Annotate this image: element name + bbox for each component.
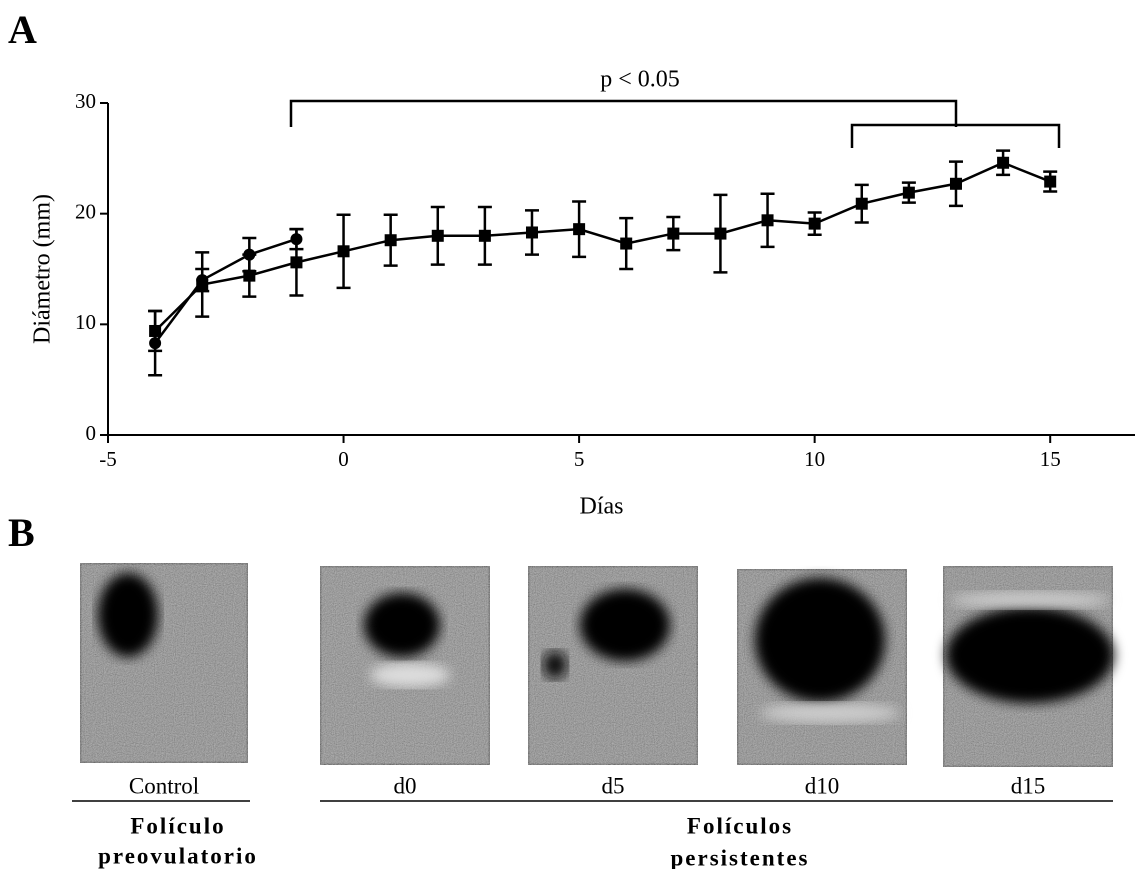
image-caption: Control	[129, 773, 199, 798]
group-label: Folículo	[130, 813, 225, 838]
marker	[149, 324, 162, 337]
panel-label: A	[8, 7, 37, 52]
marker	[667, 227, 680, 240]
marker	[902, 186, 915, 199]
x-tick-label: 5	[574, 447, 585, 471]
marker	[525, 226, 538, 239]
marker	[573, 223, 586, 236]
x-tick-label: -5	[99, 447, 117, 471]
marker	[384, 234, 397, 247]
x-tick-label: 10	[804, 447, 825, 471]
x-axis-label: Días	[580, 494, 624, 520]
y-tick-label: 0	[86, 421, 97, 445]
marker	[431, 229, 444, 242]
marker	[290, 256, 303, 269]
group-label: Folículos	[687, 813, 793, 838]
series-line	[154, 161, 1051, 332]
series-line	[154, 237, 297, 344]
image-caption: d5	[602, 773, 625, 798]
marker	[337, 245, 350, 258]
x-tick-label: 15	[1040, 447, 1061, 471]
marker	[620, 237, 633, 250]
image-caption: d15	[1011, 773, 1046, 798]
x-tick-label: 0	[338, 447, 349, 471]
y-axis-label: Diámetro (mm)	[30, 194, 56, 344]
panel-label: B	[8, 510, 35, 555]
marker	[243, 269, 256, 282]
marker	[855, 197, 868, 210]
marker	[808, 217, 821, 230]
image-caption: d0	[394, 773, 417, 798]
marker	[196, 278, 209, 291]
marker	[997, 156, 1010, 169]
bracket	[289, 99, 1061, 148]
y-tick-label: 20	[75, 199, 96, 223]
y-tick-label: 10	[75, 310, 96, 334]
marker	[478, 229, 491, 242]
image-caption: d10	[805, 773, 840, 798]
group-label: persistentes	[671, 845, 810, 869]
y-tick-label: 30	[75, 89, 96, 113]
annotation: p < 0.05	[600, 67, 680, 93]
marker	[949, 177, 962, 190]
marker	[714, 227, 727, 240]
marker	[1044, 175, 1057, 188]
image-panels	[78, 561, 1115, 769]
group-label: preovulatorio	[98, 843, 258, 868]
marker	[761, 214, 774, 227]
